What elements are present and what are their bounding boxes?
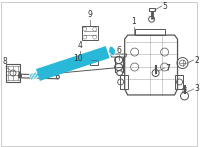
Polygon shape <box>29 72 38 80</box>
Text: 7: 7 <box>166 64 170 72</box>
Text: 8: 8 <box>3 57 7 66</box>
Text: 2: 2 <box>194 56 199 65</box>
Text: 4: 4 <box>77 41 82 50</box>
Text: 5: 5 <box>163 2 167 11</box>
Text: 9: 9 <box>87 10 92 19</box>
Polygon shape <box>109 46 115 56</box>
Text: 10: 10 <box>73 54 83 62</box>
Text: 1: 1 <box>131 17 136 26</box>
Text: 3: 3 <box>194 85 199 93</box>
Text: 6: 6 <box>116 46 121 55</box>
